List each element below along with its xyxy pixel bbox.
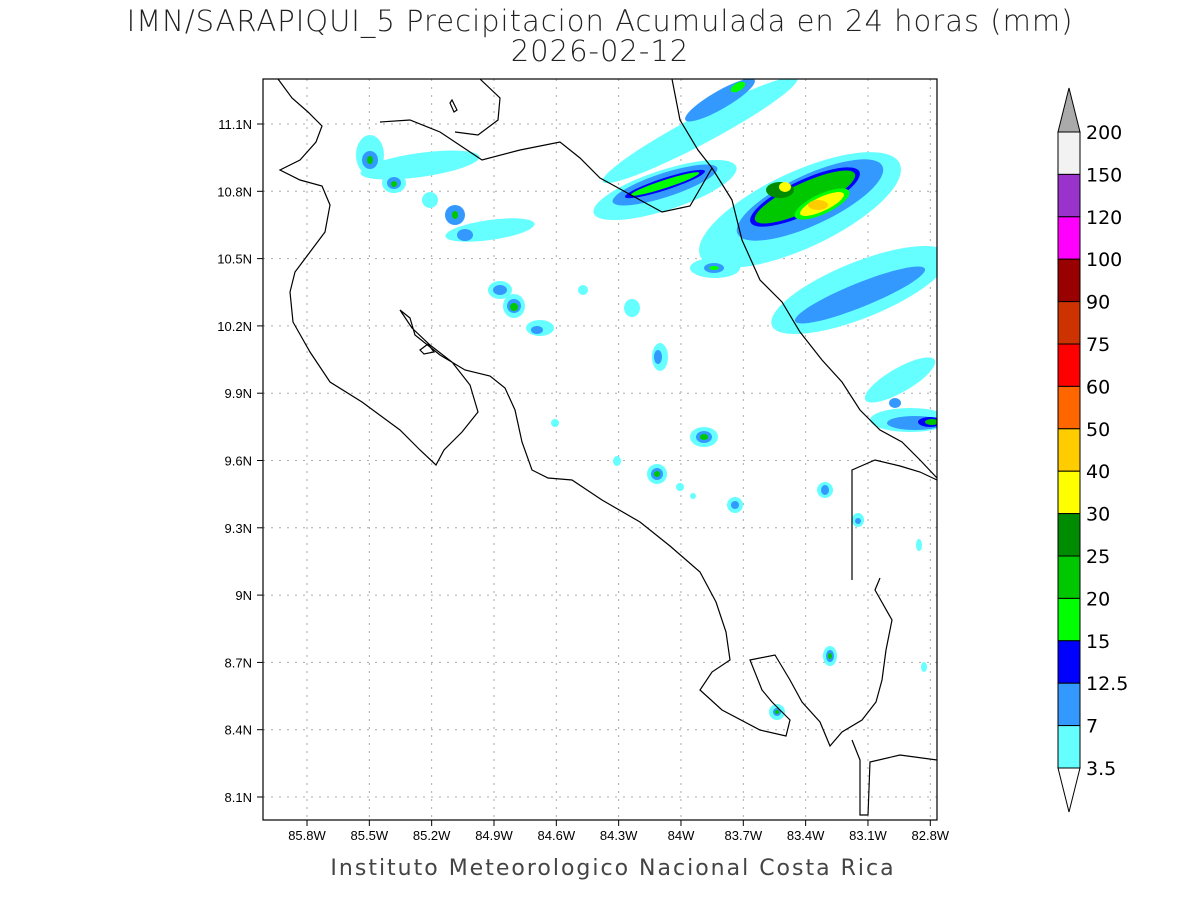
colorbar-label: 20	[1086, 588, 1110, 610]
lat-label: 9.6N	[225, 454, 252, 469]
lat-label: 10.5N	[217, 252, 252, 267]
axis-labels: 85.8W 85.5W 85.2W 84.9W 84.6W 84.3W 84W 83.7W 83…	[217, 117, 950, 843]
precip-cell	[356, 135, 535, 242]
colorbar-label: 25	[1086, 546, 1110, 568]
lake-shore	[454, 79, 501, 136]
colorbar-legend: 200 150 120 100 90 75 60 50 40 30 25 20 15 12.5 7 3.5	[1057, 87, 1128, 813]
colorbar-swatch	[1057, 216, 1081, 260]
colorbar-label: 75	[1086, 334, 1110, 356]
map-date: 2026-02-12	[510, 34, 690, 68]
colorbar-label: 90	[1086, 292, 1110, 314]
lon-label: 83.7W	[725, 828, 763, 843]
colorbar-swatch	[1057, 343, 1081, 387]
lat-label: 8.7N	[225, 655, 252, 670]
colorbar-swatch	[1057, 470, 1081, 515]
colorbar-label: 40	[1086, 461, 1110, 483]
colorbar-swatch	[1057, 131, 1081, 175]
gulf-island	[419, 343, 436, 355]
colorbar-swatch	[1057, 301, 1081, 345]
map-frame	[262, 78, 938, 821]
lon-label: 82.8W	[912, 828, 950, 843]
lat-label: 9.3N	[225, 521, 252, 536]
colorbar-swatch	[1057, 555, 1081, 599]
pacific-coastline	[277, 79, 893, 748]
colorbar-over-arrow	[1057, 87, 1081, 133]
colorbar-swatch	[1057, 513, 1081, 557]
lon-label: 83.4W	[787, 828, 825, 843]
nicaragua-border	[379, 119, 713, 213]
colorbar-swatch	[1057, 173, 1081, 218]
lon-label: 83.1W	[849, 828, 887, 843]
colorbar-label: 15	[1086, 631, 1110, 653]
colorbar-label: 50	[1086, 419, 1110, 441]
colorbar-swatch	[1057, 682, 1081, 727]
lat-label: 8.1N	[225, 790, 252, 805]
colorbar-label: 30	[1086, 504, 1110, 526]
colorbar-label: 3.5	[1086, 758, 1116, 780]
lon-label: 84W	[668, 828, 695, 843]
colorbar-swatch	[1057, 428, 1081, 472]
caribbean-coastline	[671, 79, 937, 479]
lat-label: 10.8N	[217, 184, 252, 199]
colorbar-label: 200	[1086, 122, 1122, 144]
colorbar-swatch	[1057, 725, 1081, 769]
island	[449, 98, 458, 113]
lon-label: 84.9W	[475, 828, 513, 843]
lon-label: 85.5W	[351, 828, 389, 843]
coastlines	[277, 79, 937, 816]
lat-label: 11.1N	[218, 117, 252, 132]
colorbar-swatch	[1057, 258, 1081, 303]
lon-label: 85.8W	[288, 828, 326, 843]
colorbar-under-arrow	[1057, 767, 1081, 813]
footer-credit: Instituto Meteorologico Nacional Costa R…	[330, 856, 896, 881]
lat-label: 9.9N	[225, 386, 252, 401]
lon-label: 84.6W	[538, 828, 576, 843]
precip-cell	[551, 419, 927, 720]
lat-label: 9N	[235, 588, 252, 603]
colorbar-label: 7	[1086, 716, 1098, 738]
colorbar-label: 12.5	[1086, 673, 1128, 695]
precip-cell	[488, 281, 668, 371]
colorbar-swatch	[1057, 385, 1081, 430]
lat-label: 8.4N	[225, 723, 252, 738]
south-coast	[851, 739, 937, 816]
precipitation-field	[277, 79, 937, 816]
colorbar-label: 120	[1086, 207, 1122, 229]
colorbar-swatch	[1057, 640, 1081, 684]
colorbar-label: 60	[1086, 376, 1110, 398]
colorbar-swatch	[1057, 597, 1081, 642]
peninsula-coast	[851, 459, 937, 580]
lon-label: 84.3W	[600, 828, 638, 843]
precip-cell	[593, 79, 937, 432]
lon-label: 85.2W	[413, 828, 451, 843]
colorbar-label: 100	[1086, 249, 1122, 271]
map-title: IMN/SARAPIQUI_5 Precipitacion Acumulada …	[126, 4, 1074, 38]
lat-label: 10.2N	[217, 319, 252, 334]
colorbar-label: 150	[1086, 164, 1122, 186]
